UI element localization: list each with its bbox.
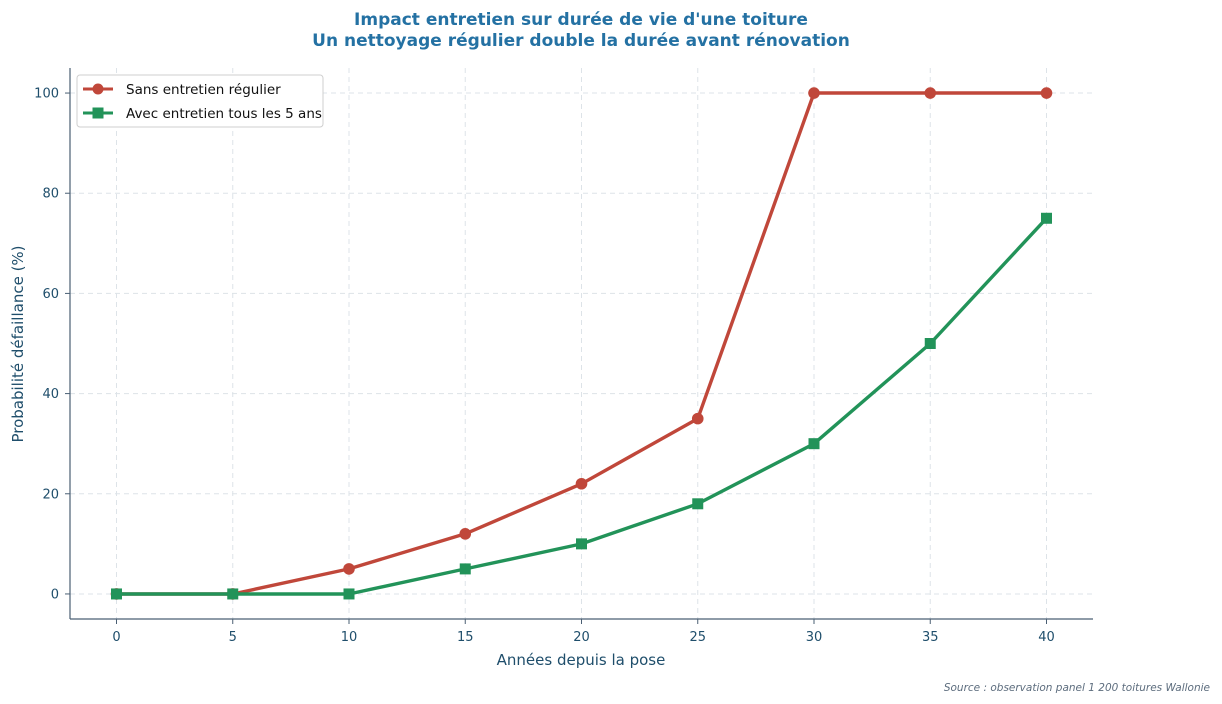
y-tick-label: 60: [42, 287, 59, 302]
grid: [70, 68, 1093, 619]
data-point-avec-entretien: [1041, 212, 1052, 224]
legend-box: [76, 74, 324, 128]
data-point-avec-entretien: [808, 438, 820, 450]
data-point-avec-entretien: [227, 588, 239, 600]
x-axis-label: Années depuis la pose: [497, 651, 666, 669]
y-tick-label: 80: [42, 187, 59, 202]
legend-marker-circle: [92, 83, 104, 95]
data-point-sans-entretien: [575, 477, 588, 490]
legend-label-sans-entretien: Sans entretien régulier: [126, 82, 281, 98]
data-point-avec-entretien: [111, 588, 122, 600]
x-tick-label: 10: [341, 630, 358, 645]
y-axis-label: Probabilité défaillance (%): [9, 245, 27, 442]
x-tick-label: 35: [922, 630, 939, 645]
data-point-sans-entretien: [924, 87, 937, 99]
legend-marker-square: [92, 107, 104, 119]
series-group: [110, 87, 1053, 600]
data-point-sans-entretien: [691, 412, 704, 425]
legend: Sans entretien régulier Avec entretien t…: [76, 74, 324, 128]
data-point-avec-entretien: [576, 538, 587, 550]
data-point-avec-entretien: [924, 338, 936, 349]
data-point-sans-entretien: [343, 563, 355, 575]
chart-title: Impact entretien sur durée de vie d'une …: [354, 10, 808, 30]
y-tick-label: 40: [42, 387, 59, 402]
x-tick-label: 0: [112, 630, 120, 645]
x-tick-label: 40: [1038, 630, 1055, 645]
x-tick-label: 25: [689, 630, 706, 645]
data-point-avec-entretien: [343, 588, 355, 600]
source-note: Source : observation panel 1 200 toiture…: [944, 682, 1210, 694]
data-point-sans-entretien: [1040, 87, 1053, 99]
x-tick-label: 30: [806, 630, 823, 645]
x-tick-label: 15: [457, 630, 474, 645]
y-tick-label: 20: [42, 487, 59, 502]
chart-subtitle: Un nettoyage régulier double la durée av…: [312, 31, 850, 51]
data-point-avec-entretien: [692, 498, 704, 510]
y-tick-label: 100: [34, 87, 59, 102]
data-point-sans-entretien: [808, 87, 820, 99]
x-tick-label: 20: [573, 630, 590, 645]
data-point-sans-entretien: [459, 528, 472, 540]
axes: 0 5 10 15 20 25 30 35 40 0 20 40 60 80 100: [34, 68, 1093, 645]
legend-label-avec-entretien: Avec entretien tous les 5 ans: [126, 106, 322, 122]
data-point-avec-entretien: [459, 563, 471, 575]
x-tick-label: 5: [229, 630, 237, 645]
y-tick-label: 0: [51, 587, 59, 602]
